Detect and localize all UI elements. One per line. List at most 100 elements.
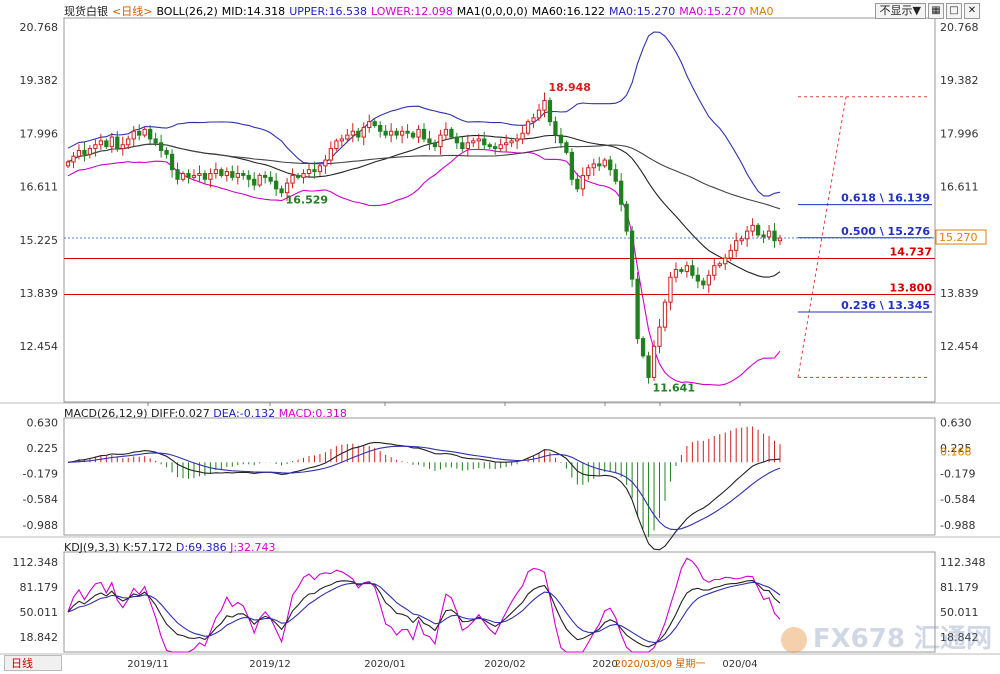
candle-body: [558, 134, 564, 144]
candle-body: [471, 140, 476, 144]
boll-label: BOLL(26,2): [156, 5, 218, 18]
macd-y-tick: -0.179: [23, 468, 58, 481]
candle-body: [65, 161, 71, 167]
candle-body: [580, 174, 585, 190]
candle-body: [504, 142, 509, 146]
macd-diff: DIFF:0.027: [151, 407, 210, 420]
candle-body: [613, 169, 618, 182]
candle-body: [153, 138, 158, 144]
candle-body: [345, 134, 350, 140]
candle-body: [126, 138, 131, 146]
y-tick-right: 13.839: [940, 287, 979, 300]
candle-body: [312, 169, 317, 173]
candle-body: [640, 338, 646, 357]
boll-mid: MID:14.318: [221, 5, 286, 18]
candle-body: [734, 240, 739, 251]
x-tick-label: 2019/12: [249, 659, 291, 670]
candle-body: [509, 140, 514, 144]
candle-body: [761, 234, 766, 238]
macd-panel-frame: [63, 417, 936, 536]
display-toggle-button[interactable]: 不显示▼: [874, 3, 926, 19]
maximize-icon[interactable]: □: [946, 3, 962, 19]
macd-y-tick: -0.988: [23, 519, 58, 532]
candle-body: [334, 140, 339, 150]
candle-body: [273, 180, 279, 190]
candle-body: [98, 140, 104, 146]
x-tick-label: 020/04: [722, 659, 757, 670]
candle-body: [575, 178, 580, 190]
macd-dea: DEA:-0.132: [213, 407, 276, 420]
candle-body: [651, 345, 657, 378]
candle-body: [750, 224, 755, 232]
boll-upper-line: [67, 31, 781, 197]
candle-body: [635, 278, 640, 340]
candle-body: [82, 149, 87, 155]
settings-icon[interactable]: ▦: [928, 3, 944, 19]
candle-body: [712, 265, 717, 276]
period-label[interactable]: <日线>: [112, 5, 153, 18]
candle-body: [137, 130, 142, 136]
candle-body: [520, 132, 525, 140]
candle-body: [175, 169, 180, 180]
candle-body: [536, 109, 542, 119]
fib-trendline: [797, 96, 847, 378]
extreme-price-label: 18.948: [548, 81, 590, 94]
macd-value: MACD:0.318: [278, 407, 347, 420]
candle-body: [186, 173, 191, 178]
candle-body: [755, 224, 761, 236]
y-tick-right: 20.768: [940, 21, 979, 34]
macd-y-tick: 0.225: [27, 442, 59, 455]
candle-body: [252, 178, 257, 186]
candle-body: [531, 117, 536, 123]
main-header: 现货白银 <日线> BOLL(26,2) MID:14.318 UPPER:16.538…: [64, 3, 777, 19]
ma60-label: MA60:16.122: [531, 5, 606, 18]
candle-body: [766, 230, 772, 238]
macd-y-tick-right: 0.630: [940, 416, 972, 429]
candle-body: [399, 130, 405, 136]
candle-body: [629, 230, 635, 280]
candle-body: [306, 169, 312, 175]
y-tick-left: 19.382: [20, 74, 59, 87]
candle-body: [268, 176, 273, 182]
current-price-value: 15.270: [939, 231, 978, 244]
candle-body: [213, 169, 219, 175]
kdj-y-tick: 18.842: [20, 631, 59, 644]
candle-body: [350, 130, 355, 136]
candle-body: [772, 230, 777, 242]
candle-body: [476, 138, 481, 142]
x-tick-label: 2020/03/09 星期一: [615, 658, 706, 670]
candle-body: [202, 173, 208, 180]
y-tick-left: 12.454: [20, 340, 59, 353]
symbol-label: 现货白银: [64, 5, 108, 18]
candle-body: [301, 173, 306, 178]
kdj-y-tick: 50.011: [20, 606, 59, 619]
candle-body: [109, 136, 114, 148]
fib-level-label: 0.500 \ 15.276: [841, 225, 930, 238]
candle-body: [744, 230, 750, 240]
candle-body: [356, 130, 361, 138]
kdj-j-line: [67, 557, 781, 653]
y-tick-left: 17.996: [20, 127, 59, 140]
period-tab[interactable]: 日线: [4, 655, 62, 671]
kdj-y-tick: 81.179: [20, 581, 59, 594]
main-panel-frame: [63, 17, 936, 403]
candle-body: [71, 155, 76, 163]
kdj-header: KDJ(9,3,3) K:57.172 D:69.386 J:32.743: [64, 541, 276, 554]
candle-body: [514, 138, 520, 142]
candle-body: [197, 173, 202, 176]
y-tick-left: 16.611: [20, 181, 59, 194]
candle-body: [372, 121, 377, 127]
fib-level-label: 0.236 \ 13.345: [841, 299, 930, 312]
candle-body: [295, 174, 301, 178]
candle-body: [87, 148, 93, 155]
y-tick-left: 20.768: [20, 21, 59, 34]
candle-body: [279, 188, 284, 194]
kdj-d-line: [67, 581, 781, 644]
candle-body: [405, 130, 410, 134]
close-icon[interactable]: ✕: [964, 3, 980, 19]
candle-body: [465, 142, 470, 150]
candle-body: [498, 144, 503, 150]
macd-y-tick-right: -0.988: [940, 519, 975, 532]
candle-body: [482, 138, 487, 146]
candle-body: [241, 173, 246, 176]
